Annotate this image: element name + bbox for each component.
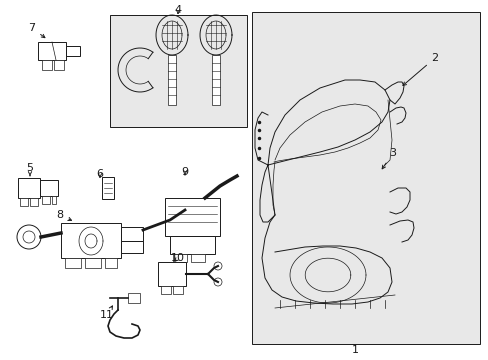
Text: 1: 1 [351,345,358,355]
Text: 2: 2 [402,53,438,85]
Bar [251,12,479,344]
Bar [18,178,40,198]
Bar [61,223,121,258]
Text: 10: 10 [171,253,184,263]
Bar [128,293,140,303]
Bar [173,286,183,294]
Bar [121,241,142,253]
Bar [42,60,52,70]
Bar [40,180,58,196]
Text: 7: 7 [28,23,45,38]
Bar [170,236,215,254]
Bar [110,15,246,127]
Bar [66,46,80,56]
Text: 8: 8 [56,210,71,220]
Bar [161,286,171,294]
Text: 3: 3 [382,148,396,169]
Bar [52,196,56,204]
Bar [65,258,81,268]
Bar [121,227,142,241]
Bar [105,258,117,268]
Bar [102,177,114,199]
Bar [158,262,185,286]
Bar [20,198,28,206]
Bar [85,258,101,268]
Text: 6: 6 [96,169,103,179]
Bar [173,254,186,262]
Circle shape [17,225,41,249]
Text: 11: 11 [100,306,114,320]
Bar [54,60,64,70]
Bar [42,196,50,204]
Text: 4: 4 [174,5,181,15]
Bar [164,198,220,236]
Bar [191,254,204,262]
Bar [38,42,66,60]
Text: 5: 5 [26,163,34,176]
Bar [168,55,176,105]
Bar [30,198,38,206]
Bar [212,55,220,105]
Text: 9: 9 [181,167,188,177]
